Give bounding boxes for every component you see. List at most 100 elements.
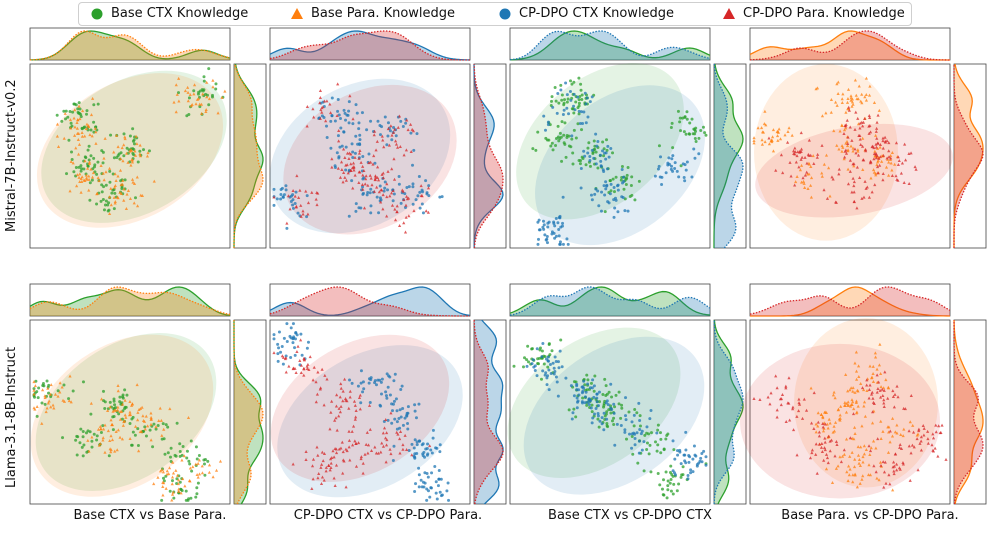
scatter-point [285,322,289,326]
scatter-point [851,149,855,153]
scatter-point [590,198,594,202]
scatter-point [852,465,857,469]
scatter-point [561,221,565,225]
scatter-point [676,453,680,457]
scatter-point [411,182,415,186]
scatter-point [888,429,892,433]
scatter-point [840,144,844,148]
scatter-point [790,133,794,137]
scatter-point [595,392,599,396]
scatter-point [366,191,370,195]
scatter-point [565,93,569,97]
scatter-point [318,101,322,105]
scatter-point [322,478,326,482]
scatter-point [898,445,902,449]
scatter-point [867,113,871,117]
scatter-point [190,102,194,106]
scatter-point [560,93,564,97]
scatter-point [304,458,308,462]
scatter-point [415,443,419,447]
scatter-point [148,428,152,432]
scatter-point [873,355,878,359]
scatter-point [40,401,44,405]
scatter-point [380,188,384,192]
scatter-point [692,444,696,448]
scatter-point [615,422,619,426]
scatter-point [84,156,88,160]
scatter-point [191,465,195,469]
scatter-point [195,486,199,490]
scatter-point [347,429,351,433]
scatter-point [394,142,399,146]
scatter-point [312,115,316,119]
scatter-point [687,132,691,136]
scatter-point [161,476,165,480]
scatter-point [413,438,417,442]
scatter-point [900,161,905,165]
legend-marker-triangle-red [723,8,735,19]
scatter-point [344,145,348,149]
scatter-point [376,451,381,455]
scatter-point [606,425,610,429]
scatter-point [919,439,923,443]
scatter-point [607,390,611,394]
confidence-ellipse [41,70,227,223]
scatter-point [127,413,132,417]
scatter-point [113,201,117,205]
scatter-point [760,142,764,146]
scatter-point [382,145,386,149]
scatter-point [817,442,822,446]
scatter-point [571,151,575,155]
scatter-point [362,206,367,210]
scatter-point [678,450,682,454]
scatter-point [694,139,698,143]
scatter-point [544,357,548,361]
scatter-point [845,100,850,104]
scatter-point [560,365,564,369]
scatter-point [861,120,866,124]
scatter-point [881,153,886,157]
top-density-line [509,30,711,61]
scatter-point [403,433,407,437]
scatter-point [778,137,783,141]
scatter-point [32,388,36,392]
scatter-point [415,440,419,444]
scatter-point [605,392,609,396]
scatter-point [351,186,355,190]
scatter-point [876,141,880,145]
scatter-point [865,378,869,382]
scatter-point [605,148,609,152]
scatter-point [554,359,558,363]
scatter-point [814,452,818,456]
scatter-point [827,166,831,170]
scatter-point [140,405,144,409]
scatter-point [919,435,923,439]
scatter-point [329,146,333,150]
scatter-point [397,182,401,186]
scatter-point [848,169,852,173]
scatter-point [593,412,597,416]
scatter-point [348,94,352,98]
scatter-point [115,448,119,452]
scatter-point [421,190,425,194]
scatter-point [360,111,364,115]
scatter-point [887,141,891,145]
scatter-point [445,489,449,493]
scatter-point [109,434,113,438]
scatter-point [108,180,112,184]
scatter-point [364,177,368,181]
scatter-point [340,440,344,444]
scatter-point [835,82,839,86]
scatter-point [832,390,836,394]
scatter-point [372,129,377,133]
scatter-point [67,399,71,403]
scatter-point [136,444,140,448]
scatter-point [811,154,815,158]
scatter-point [594,162,598,166]
scatter-point [617,402,621,406]
scatter-point [107,201,111,205]
scatter-point [413,490,417,494]
scatter-point [121,395,125,399]
scatter-point [798,150,802,154]
scatter-point [37,386,41,390]
